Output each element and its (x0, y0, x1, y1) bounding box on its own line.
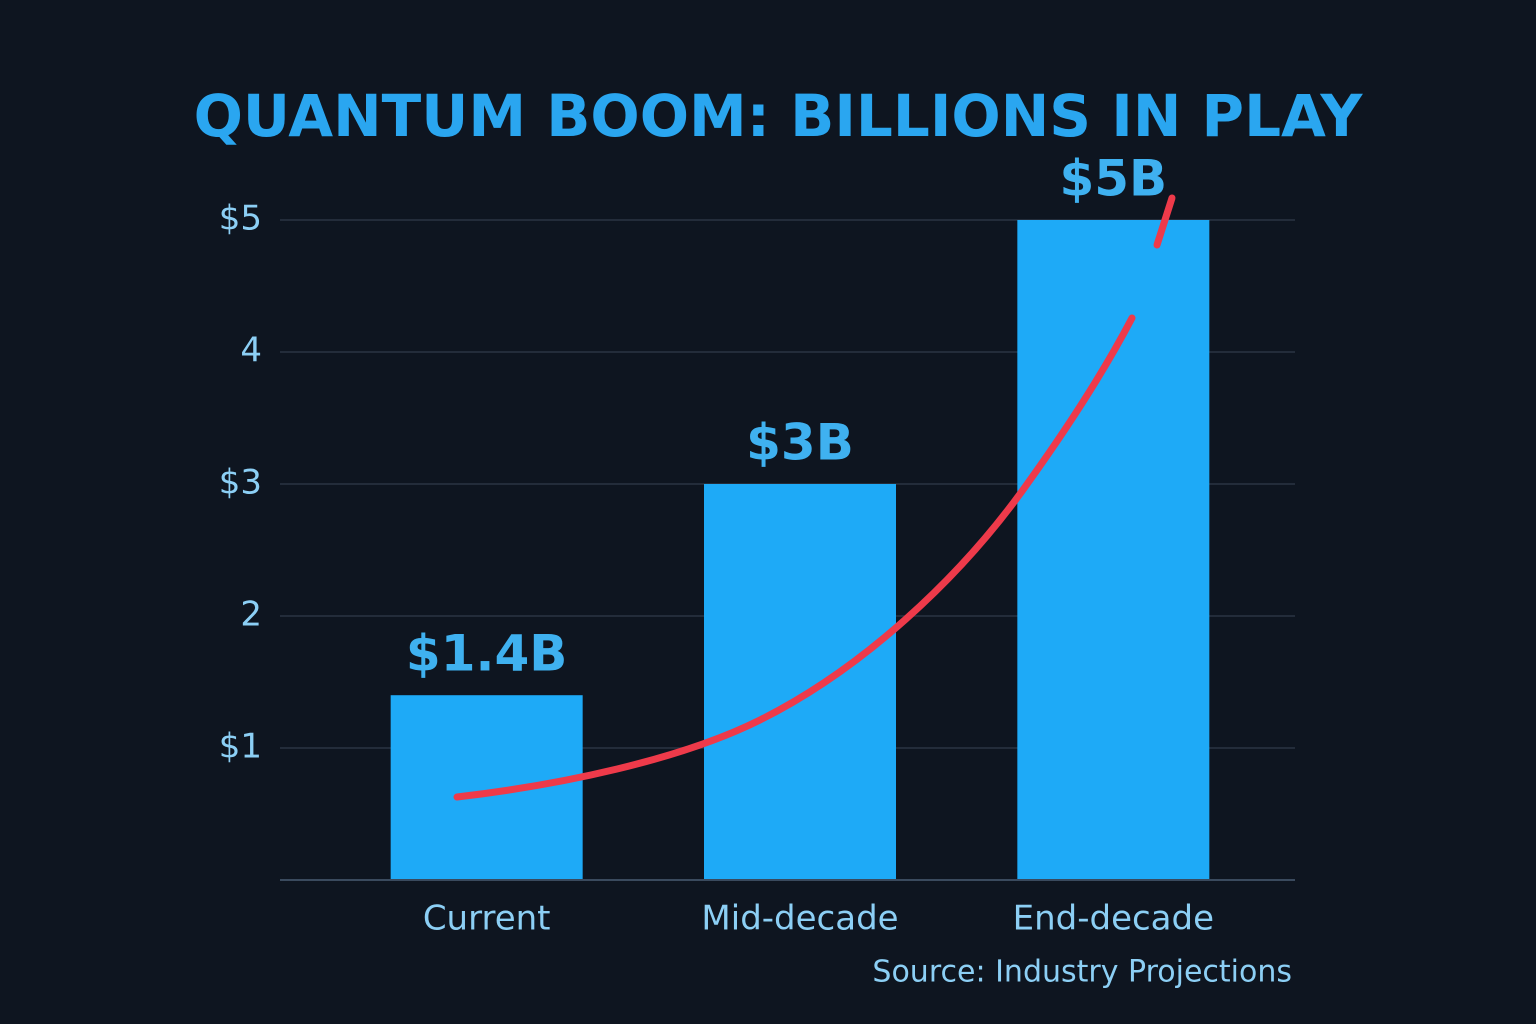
value-label: $3B (746, 414, 854, 472)
value-label: $5B (1059, 150, 1167, 208)
x-tick-label: End-decade (1013, 899, 1214, 939)
bars: Current $1.4B Mid-decade $3B End-decade $5B (390, 150, 1214, 939)
x-tick-label: Current (423, 899, 551, 939)
y-tick-label: 2 (240, 595, 262, 635)
bar (390, 695, 583, 880)
value-label: $1.4B (406, 625, 567, 683)
y-tick-label: $3 (219, 463, 262, 503)
source-note: Source: Industry Projections (872, 955, 1292, 990)
bar (704, 484, 896, 880)
y-tick-label: $5 (219, 199, 262, 239)
trend-curve (453, 314, 1136, 801)
y-tick-label: 4 (240, 331, 262, 371)
trend-curve-arrow (1153, 194, 1176, 249)
chart-title: QUANTUM BOOM: BILLIONS IN PLAY (194, 82, 1364, 150)
y-tick-label: $1 (219, 727, 262, 767)
x-tick-label: Mid-decade (701, 899, 898, 939)
bar (1017, 220, 1210, 880)
